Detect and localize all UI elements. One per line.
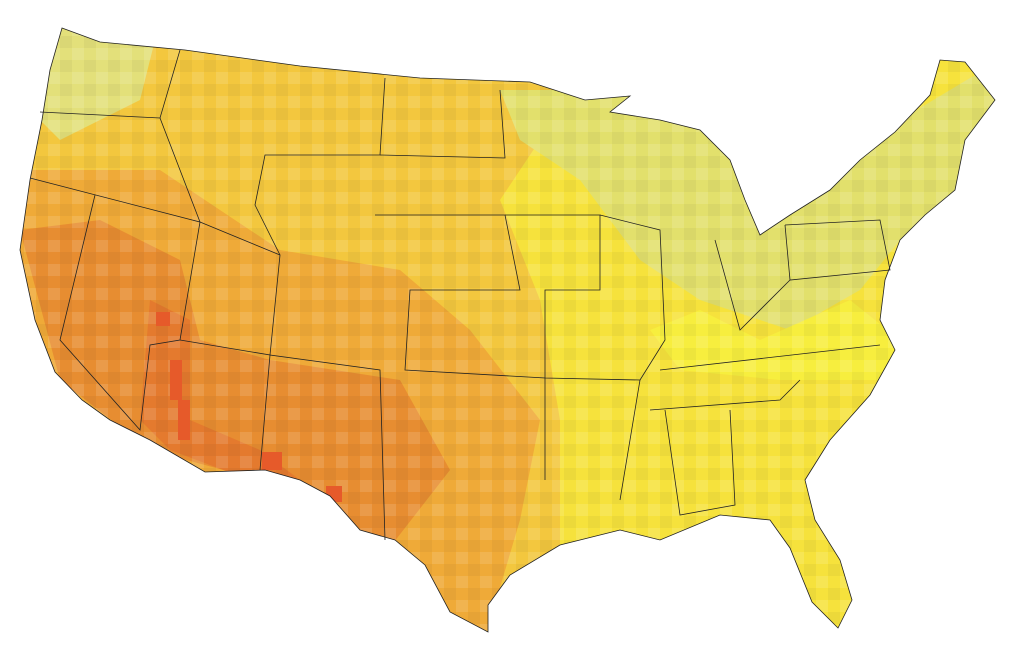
hot-cell bbox=[178, 400, 190, 440]
outline bbox=[19, 27, 996, 633]
border bbox=[664, 409, 736, 516]
border bbox=[59, 194, 201, 431]
border bbox=[649, 379, 801, 411]
border bbox=[379, 89, 506, 159]
border bbox=[714, 239, 791, 331]
border bbox=[254, 77, 386, 256]
border bbox=[659, 344, 881, 371]
state-borders bbox=[19, 27, 996, 633]
hot-cell bbox=[262, 452, 282, 470]
border bbox=[784, 219, 891, 281]
hot-cell bbox=[326, 486, 342, 502]
border bbox=[599, 214, 666, 381]
hot-cell bbox=[170, 360, 182, 400]
hot-cell bbox=[156, 312, 170, 326]
border bbox=[199, 221, 386, 541]
